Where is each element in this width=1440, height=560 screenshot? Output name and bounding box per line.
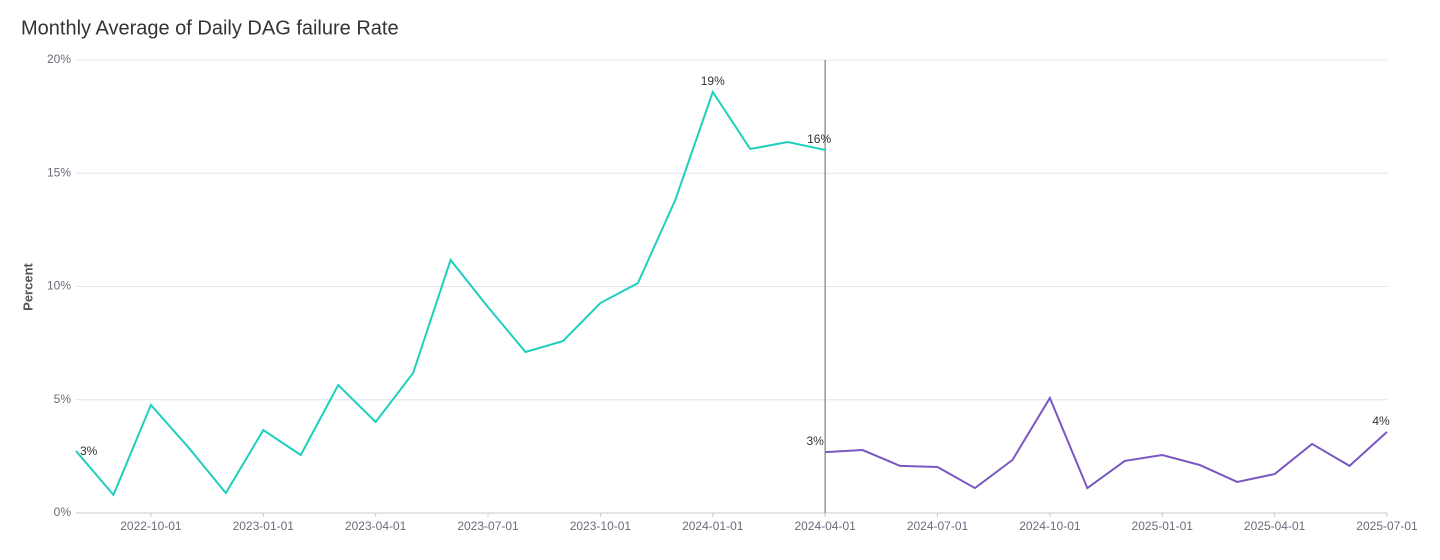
value-label: 19%	[701, 74, 725, 88]
y-tick-label: 20%	[47, 52, 71, 66]
x-tick-label: 2024-01-01	[682, 519, 744, 533]
x-tick-label: 2024-07-01	[907, 519, 969, 533]
value-label: 4%	[1372, 414, 1390, 428]
x-tick-label: 2025-07-01	[1356, 519, 1418, 533]
y-tick-label: 15%	[47, 165, 71, 179]
x-tick-label: 2024-10-01	[1019, 519, 1081, 533]
value-label: 3%	[80, 444, 98, 458]
x-tick-label: 2025-01-01	[1132, 519, 1194, 533]
x-tick-label: 2023-01-01	[233, 519, 295, 533]
y-tick-label: 0%	[54, 505, 72, 519]
y-tick-label: 5%	[54, 392, 72, 406]
chart-title: Monthly Average of Daily DAG failure Rat…	[21, 17, 399, 39]
value-label: 3%	[806, 434, 824, 448]
x-tick-label: 2023-10-01	[570, 519, 632, 533]
x-tick-label: 2023-04-01	[345, 519, 407, 533]
x-tick-label: 2023-07-01	[457, 519, 519, 533]
y-axis-title: Percent	[20, 262, 35, 310]
y-tick-label: 10%	[47, 279, 71, 293]
x-tick-label: 2025-04-01	[1244, 519, 1306, 533]
series-line	[75, 89, 826, 497]
series-line	[825, 395, 1388, 490]
x-tick-label: 2022-10-01	[120, 519, 182, 533]
x-tick-label: 2024-04-01	[794, 519, 856, 533]
value-label: 16%	[807, 132, 831, 146]
